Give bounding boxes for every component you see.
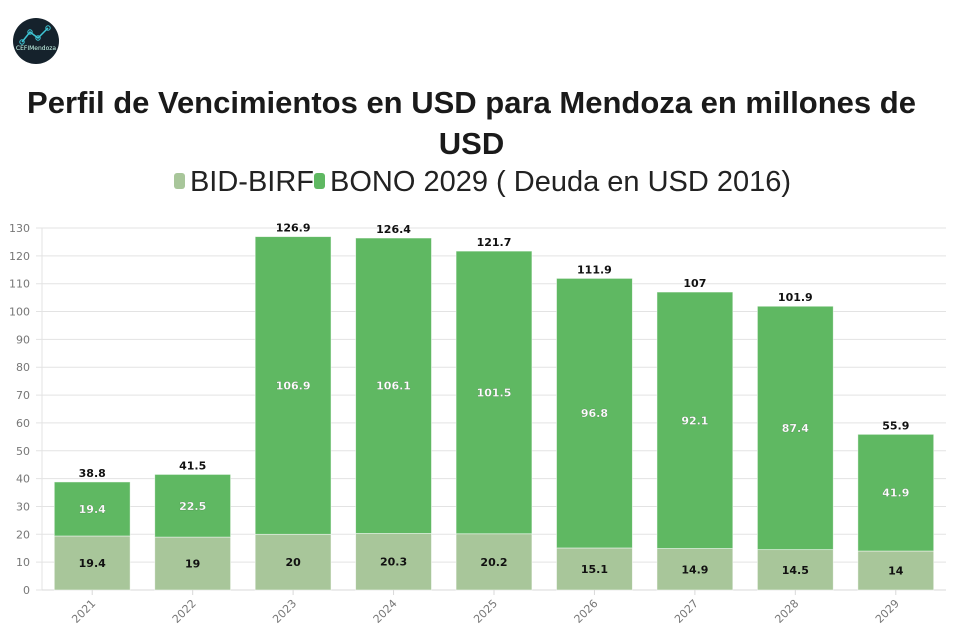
x-tick-label: 2025 [471, 597, 500, 626]
data-label-bid-birf: 14.5 [782, 564, 809, 577]
bar-segment-bono-2029 [254, 236, 332, 535]
data-label-total: 111.9 [577, 263, 612, 276]
chart-legend: BID-BIRF BONO 2029 ( Deuda en USD 2016) [0, 166, 965, 199]
data-label-bid-birf: 20.2 [480, 556, 507, 569]
y-tick-label: 90 [16, 333, 30, 346]
bar-segment-bono-2029 [355, 237, 432, 534]
data-label-total: 101.9 [778, 291, 813, 304]
data-label-bid-birf: 19 [185, 558, 200, 571]
data-label-bid-birf: 14 [888, 565, 904, 578]
bar-segment-bid-birf [254, 533, 332, 591]
y-tick-label: 30 [16, 500, 30, 513]
bar-segment-bid-birf [53, 535, 131, 591]
data-label-bono-2029: 22.5 [179, 500, 206, 513]
legend-label-bono-2029: BONO 2029 ( Deuda en USD 2016) [330, 166, 792, 198]
legend-item-bid-birf[interactable]: BID-BIRF [173, 166, 315, 198]
data-label-bono-2029: 87.4 [782, 422, 809, 435]
x-tick-label: 2029 [873, 597, 902, 626]
data-label-total: 126.9 [276, 222, 311, 235]
chart-title: Perfil de Vencimientos en USD para Mendo… [0, 82, 943, 164]
data-label-bid-birf: 19.4 [79, 557, 106, 570]
bar-segment-bono-2029 [857, 433, 935, 552]
bar-segment-bono-2029 [556, 278, 633, 549]
bar-segment-bid-birf [455, 533, 533, 591]
y-tick-label: 80 [16, 361, 30, 374]
data-label-bono-2029: 41.9 [882, 487, 909, 500]
data-label-total: 41.5 [179, 459, 206, 472]
data-label-total: 107 [683, 277, 706, 290]
data-label-total: 126.4 [376, 223, 411, 236]
y-tick-label: 100 [9, 306, 30, 319]
data-label-bono-2029: 106.9 [276, 379, 311, 392]
legend-swatch-bono-2029 [314, 173, 326, 190]
y-tick-label: 0 [23, 584, 30, 597]
bar-segment-bid-birf [556, 547, 633, 591]
chart-title-line-2: USD [438, 126, 505, 161]
y-tick-label: 120 [9, 250, 30, 263]
bar-segment-bono-2029 [53, 481, 131, 537]
x-tick-label: 2022 [170, 597, 199, 626]
bar-segment-bono-2029 [757, 305, 834, 551]
data-label-bid-birf: 15.1 [581, 563, 608, 576]
y-tick-label: 50 [16, 445, 30, 458]
x-tick-label: 2027 [672, 597, 701, 626]
data-label-bono-2029: 101.5 [477, 386, 512, 399]
data-label-total: 55.9 [882, 419, 909, 432]
bar-segment-bid-birf [154, 536, 231, 591]
data-label-bid-birf: 20.3 [380, 556, 407, 569]
bar-segment-bono-2029 [154, 474, 231, 538]
y-tick-label: 130 [9, 222, 30, 235]
data-label-bid-birf: 14.9 [681, 563, 708, 576]
y-tick-label: 40 [16, 473, 30, 486]
bar-segment-bono-2029 [656, 291, 734, 549]
y-tick-label: 20 [16, 528, 30, 541]
x-tick-label: 2023 [270, 597, 299, 626]
y-tick-label: 70 [16, 389, 30, 402]
legend-swatch-bid-birf [173, 173, 185, 190]
legend-label-bid-birf: BID-BIRF [189, 166, 315, 198]
data-label-bid-birf: 20 [285, 556, 301, 569]
y-tick-label: 10 [16, 556, 30, 569]
x-tick-label: 2026 [572, 597, 601, 626]
data-label-bono-2029: 92.1 [681, 414, 708, 427]
logo-text: CEFIMendoza [16, 45, 57, 52]
bar-segment-bono-2029 [455, 250, 533, 535]
data-label-total: 121.7 [477, 236, 512, 249]
bar-segment-bid-birf [757, 549, 834, 591]
chart-title-line-1: Perfil de Vencimientos en USD para Mendo… [27, 85, 916, 120]
data-label-total: 38.8 [79, 467, 106, 480]
x-tick-label: 2028 [772, 597, 801, 626]
data-label-bono-2029: 96.8 [581, 407, 608, 420]
data-label-bono-2029: 106.1 [376, 380, 411, 393]
data-label-bono-2029: 19.4 [79, 503, 106, 516]
bar-segment-bid-birf [656, 548, 734, 591]
y-tick-label: 110 [9, 278, 30, 291]
legend-item-bono-2029[interactable]: BONO 2029 ( Deuda en USD 2016) [314, 166, 791, 198]
y-tick-label: 60 [16, 417, 30, 430]
line-chart-logo-icon: CEFIMendoza [16, 25, 57, 52]
cefi-mendoza-logo: CEFIMendoza [13, 18, 59, 64]
x-tick-label: 2021 [69, 597, 98, 626]
x-tick-label: 2024 [371, 597, 400, 626]
